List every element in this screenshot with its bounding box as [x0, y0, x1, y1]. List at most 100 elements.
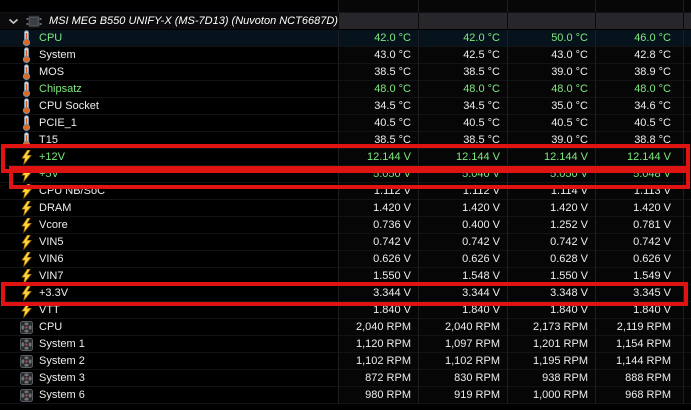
thermometer-icon [19, 98, 34, 114]
sensor-row--3-3v[interactable]: +3.3V 3.344 V 3.344 V 3.348 V 3.345 V [0, 285, 691, 302]
sensor-row-t15[interactable]: T15 38.5 °C 38.5 °C 39.0 °C 38.8 °C [0, 132, 691, 149]
sensor-value: 5.048 V [595, 166, 683, 183]
sensor-row-vtt[interactable]: VTT 1.840 V 1.840 V 1.840 V 1.840 V [0, 302, 691, 319]
fan-icon [19, 320, 34, 334]
sensor-value: 39.0 °C [507, 132, 595, 149]
sensor-label: System 2 [39, 355, 85, 367]
sensor-value: 1.840 V [418, 302, 507, 319]
sensor-value: 42.5 °C [418, 47, 507, 64]
sensor-value: 48.0 °C [418, 81, 507, 98]
sensor-row-cpu-nb-soc[interactable]: CPU NB/SoC 1.112 V 1.112 V 1.114 V 1.113… [0, 183, 691, 200]
sensor-label: +3.3V [39, 287, 69, 299]
sensor-value: 1.550 V [338, 268, 418, 285]
sensor-value: 34.6 °C [595, 98, 683, 115]
sensor-value: 888 RPM [595, 370, 683, 387]
sensor-value: 48.0 °C [507, 81, 595, 98]
lightning-icon [19, 217, 34, 233]
sensor-label: MOS [39, 66, 65, 78]
sensor-value: 980 RPM [338, 387, 418, 404]
sensor-value: 12.144 V [595, 149, 683, 166]
sensor-label: System 1 [39, 338, 85, 350]
sensor-value: 46.0 °C [595, 30, 683, 47]
sensor-value: 1.113 V [595, 183, 683, 200]
lightning-icon [19, 302, 34, 318]
sensor-value: 38.9 °C [595, 64, 683, 81]
sensor-rows: CPU 42.0 °C 42.0 °C 50.0 °C 46.0 °C Syst… [0, 30, 691, 404]
sensor-value: 0.742 V [418, 234, 507, 251]
sensor-value: 1,000 RPM [507, 387, 595, 404]
sensor-row-vin6[interactable]: VIN6 0.626 V 0.626 V 0.628 V 0.626 V [0, 251, 691, 268]
sensor-row-system[interactable]: System 43.0 °C 42.5 °C 43.0 °C 42.8 °C [0, 47, 691, 64]
sensor-value: 1.252 V [507, 217, 595, 234]
lightning-icon [19, 149, 34, 165]
sensor-value: 3.348 V [507, 285, 595, 302]
sensor-label: PCIE_1 [39, 117, 77, 129]
sensor-label: VIN6 [39, 253, 64, 265]
sensor-row-vin7[interactable]: VIN7 1.550 V 1.548 V 1.550 V 1.549 V [0, 268, 691, 285]
sensor-row-dram[interactable]: DRAM 1.420 V 1.420 V 1.420 V 1.420 V [0, 200, 691, 217]
sensor-value: 0.742 V [338, 234, 418, 251]
sensor-row-system-6[interactable]: System 6 980 RPM 919 RPM 1,000 RPM 968 R… [0, 387, 691, 404]
sensor-value: 1,102 RPM [338, 353, 418, 370]
sensor-value: 5.050 V [338, 166, 418, 183]
sensor-value: 38.5 °C [338, 132, 418, 149]
sensor-value: 1,120 RPM [338, 336, 418, 353]
sensor-value: 0.736 V [338, 217, 418, 234]
sensor-value: 48.0 °C [338, 81, 418, 98]
sensor-row-system-1[interactable]: System 1 1,120 RPM 1,097 RPM 1,201 RPM 1… [0, 336, 691, 353]
motherboard-group-header[interactable]: MSI MEG B550 UNIFY-X (MS-7D13) (Nuvoton … [0, 13, 691, 30]
sensor-value: 50.0 °C [507, 30, 595, 47]
sensor-value: 1.840 V [338, 302, 418, 319]
sensor-label: +5V [39, 168, 59, 180]
sensor-label: Chipsatz [39, 83, 82, 95]
sensor-row--5v[interactable]: +5V 5.050 V 5.040 V 5.050 V 5.048 V [0, 166, 691, 183]
sensor-value: 1.112 V [338, 183, 418, 200]
sensor-value: 0.742 V [507, 234, 595, 251]
fan-icon [19, 337, 34, 351]
thermometer-icon [19, 81, 34, 97]
sensor-row-chipsatz[interactable]: Chipsatz 48.0 °C 48.0 °C 48.0 °C 48.0 °C [0, 81, 691, 98]
sensor-value: 1.420 V [507, 200, 595, 217]
sensor-value: 3.344 V [418, 285, 507, 302]
thermometer-icon [19, 132, 34, 148]
sensor-label: CPU [39, 32, 63, 44]
sensor-label: VIN7 [39, 270, 64, 282]
chevron-down-icon[interactable] [6, 18, 21, 25]
sensor-row-cpu[interactable]: CPU 42.0 °C 42.0 °C 50.0 °C 46.0 °C [0, 30, 691, 47]
sensor-row-cpu-socket[interactable]: CPU Socket 34.5 °C 34.5 °C 35.0 °C 34.6 … [0, 98, 691, 115]
sensor-value: 1.114 V [507, 183, 595, 200]
sensor-row-pcie-1[interactable]: PCIE_1 40.5 °C 40.5 °C 40.5 °C 40.5 °C [0, 115, 691, 132]
sensor-row--12v[interactable]: +12V 12.144 V 12.144 V 12.144 V 12.144 V [0, 149, 691, 166]
sensor-value: 0.626 V [418, 251, 507, 268]
sensor-row-system-2[interactable]: System 2 1,102 RPM 1,102 RPM 1,195 RPM 1… [0, 353, 691, 370]
sensor-label: CPU Socket [39, 100, 99, 112]
sensor-label: T15 [39, 134, 58, 146]
sensor-value: 1.548 V [418, 268, 507, 285]
sensor-row-mos[interactable]: MOS 38.5 °C 38.5 °C 39.0 °C 38.9 °C [0, 64, 691, 81]
sensor-row-system-3[interactable]: System 3 872 RPM 830 RPM 938 RPM 888 RPM [0, 370, 691, 387]
chip-icon [25, 15, 42, 28]
sensor-row-vin5[interactable]: VIN5 0.742 V 0.742 V 0.742 V 0.742 V [0, 234, 691, 251]
sensor-label: Vcore [39, 219, 68, 231]
sensor-value: 1.840 V [595, 302, 683, 319]
lightning-icon [19, 200, 34, 216]
sensor-row-vcore[interactable]: Vcore 0.736 V 0.400 V 1.252 V 0.781 V [0, 217, 691, 234]
sensor-value: 42.0 °C [338, 30, 418, 47]
sensor-label: System [39, 49, 76, 61]
sensor-value: 0.400 V [418, 217, 507, 234]
sensor-label: CPU [39, 321, 63, 333]
sensor-value: 2,173 RPM [507, 319, 595, 336]
sensor-value: 43.0 °C [507, 47, 595, 64]
fan-icon [19, 354, 34, 368]
sensor-value: 3.344 V [338, 285, 418, 302]
sensor-value: 0.781 V [595, 217, 683, 234]
fan-icon [19, 371, 34, 385]
sensor-row-cpu[interactable]: CPU 2,040 RPM 2,040 RPM 2,173 RPM 2,119 … [0, 319, 691, 336]
sensor-value: 938 RPM [507, 370, 595, 387]
sensor-value: 830 RPM [418, 370, 507, 387]
sensor-value: 1.420 V [595, 200, 683, 217]
lightning-icon [19, 285, 34, 301]
sensor-value: 38.5 °C [338, 64, 418, 81]
sensor-value: 0.742 V [595, 234, 683, 251]
sensor-label: CPU NB/SoC [39, 185, 106, 197]
